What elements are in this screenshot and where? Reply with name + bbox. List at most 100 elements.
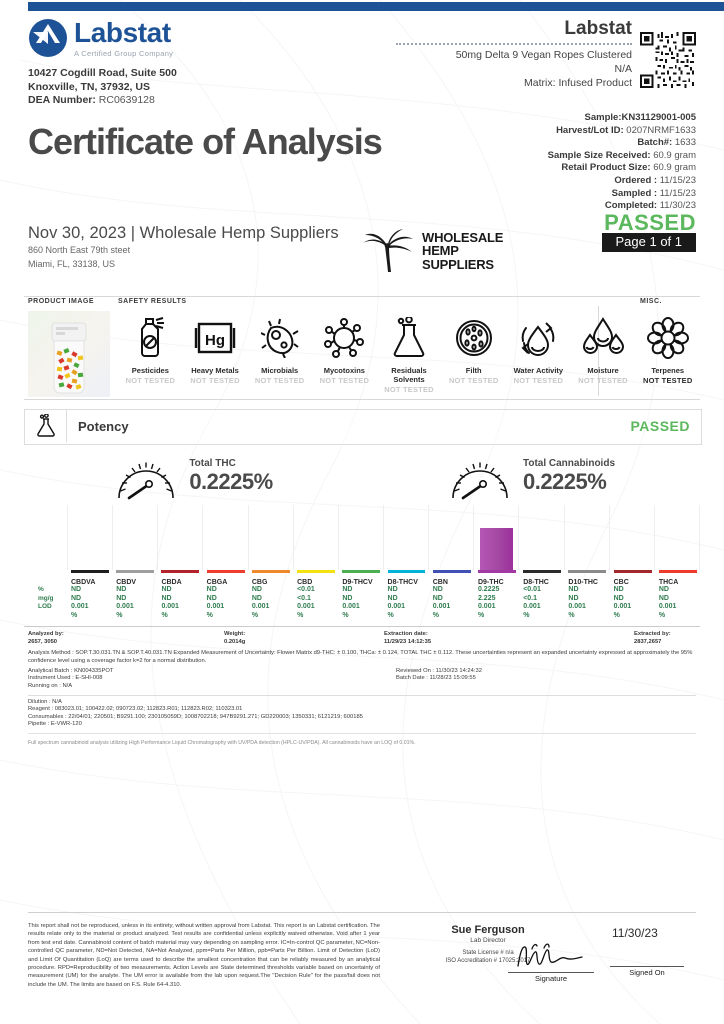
footnote-divider [28,732,696,734]
potency-header-box [24,409,702,445]
completed-value: 11/30/23 [659,200,696,212]
column-color-bar [658,570,697,573]
analyte-mgg: ND [71,594,82,602]
header-brand: Labstat [564,18,632,39]
analyte-percent: ND [161,586,172,593]
chart-column-cbn [428,505,473,570]
signed-date: 11/30/23 [612,926,658,940]
safety-divider-bottom [24,399,700,400]
petri-dish-icon [441,312,506,364]
analyte-percent: ND [568,586,579,593]
client-logo: WHOLESALE HEMP SUPPLIERS [360,228,503,274]
sample-metadata: Sample:KN31129001-005 Harvest/Lot ID: 02… [396,112,696,252]
batch-label: Batch#: [637,137,673,149]
dea-value: RC0639128 [98,94,155,106]
safety-item-name: Pesticides [131,366,169,375]
analyte-name: D9-THCV [342,579,373,586]
qr-code [640,32,696,88]
analyzed-by-value: 2657, 3050 [28,638,58,645]
footer-divider [28,912,696,913]
safety-item-status: NOT TESTED [384,385,434,394]
potency-flask-icon [34,413,60,438]
mercury-hg-icon: Hg [183,312,248,364]
running-on: Running on : N/A [28,682,73,689]
chart-column-d9-thcv [337,505,383,570]
reagent: Reagent : 083023.01; 100422.02; 090723.0… [28,706,243,713]
dotted-divider [396,43,632,45]
safety-item-name: Heavy Metals [191,366,239,375]
gauge-total-thc: Total THC 0.2225% [24,450,362,502]
spray-bottle-icon [118,312,183,364]
color-bar-cell [248,570,293,577]
table-row-unit: %%%%%%%%%%%%%% [24,612,700,621]
column-color-bar [432,570,471,573]
safety-item-status: NOT TESTED [190,376,240,385]
reviewed-on: Reviewed On : 11/30/23 14:24:32 [396,667,482,674]
safety-icons-row: Pesticides NOT TESTED Hg Heavy Metals NO… [118,312,700,394]
analyte-mgg: ND [613,594,624,602]
analyte-percent: ND [71,586,82,593]
details-divider [28,694,696,696]
analysis-method: Analysis Method : SOP.T.30.031.TN & SOP.… [28,650,693,664]
product-name: 50mg Delta 9 Vegan Ropes Clustered [455,49,632,61]
analyte-mgg: ND [116,594,127,602]
table-row-colorbars [24,570,700,577]
gauge-icon [118,462,175,500]
lab-name: Labstat [74,17,171,48]
client-headline: Nov 30, 2023 | Wholesale Hemp Suppliers [28,224,339,242]
harvest-value: 0207NRMF1633 [626,124,696,136]
gauge-icon [452,462,508,500]
color-bar-cell [429,570,474,577]
analyte-lod: 0.001 [71,603,89,611]
state-license: State License # n/a [462,950,514,956]
analyte-unit: % [523,611,530,619]
gauge-label: Total Cannabinoids [522,457,616,469]
chart-column-d9-thc [473,505,518,570]
analyte-percent: ND [613,586,624,593]
color-bar-cell [338,570,383,577]
analyte-lod: 0.001 [523,603,541,611]
analyte-unit: % [116,611,123,619]
safety-item-name: Mycotoxins [323,366,365,375]
analyte-percent: ND [387,586,398,593]
analyte-percent: ND [251,586,262,593]
column-color-bar [568,570,607,573]
safety-item-pesticides: Pesticides NOT TESTED [118,312,183,394]
mold-spore-icon [312,312,377,364]
analyte-name: D8-THCV [387,579,418,586]
safety-item-water-activity: Water Activity NOT TESTED [506,312,571,394]
column-color-bar [613,570,652,573]
product-sub: N/A [614,63,632,75]
flask-icon [377,312,442,364]
product-image-label: PRODUCT IMAGE [28,298,94,305]
color-bar-cell [67,570,112,577]
column-color-bar [71,570,109,573]
safety-item-name: Residuals Solvents [391,366,427,384]
consumables: Consumables : 22/04/01; 220501; B9291.10… [28,713,363,720]
lab-address-line2: Knoxville, TN, 37932, US [28,80,150,93]
sample-label: Sample: [584,112,622,123]
palm-tree-icon [363,229,413,272]
analyte-mgg: ND [387,594,398,602]
batch-value: 1633 [674,137,696,149]
analyte-lod: 0.001 [477,603,496,611]
lab-address: 10427 Cogdill Road, Suite 500 Knoxville,… [28,67,696,108]
instrument-used: Instrument Used : E-SHI-008 [28,675,103,682]
analyte-unit: % [251,611,259,619]
analyte-unit: % [342,611,349,619]
signer-role: Lab Director [470,937,506,944]
analyte-percent: ND [658,586,669,593]
signed-on-caption: Signed On [629,968,665,977]
table-row-mgg: mg/g ND ND ND ND ND <0.1 ND ND ND 2.225 <0.1 ND ND ND [24,595,700,604]
analyte-lod: 0.001 [161,603,179,611]
completed-label: Completed: [604,200,658,212]
sampled-label: Sampled : [611,187,658,199]
chart-column-d10-thc [563,505,609,570]
retail-size-label: Retail Product Size: [561,162,651,174]
analyte-unit: % [613,611,620,619]
analyte-percent: ND [116,586,127,593]
safety-item-status: NOT TESTED [254,376,305,385]
gauge-total-cannabinoids: Total Cannabinoids 0.2225% [362,450,700,502]
color-bar-cell [610,570,655,577]
chart-column-d8-thcv [382,505,428,570]
